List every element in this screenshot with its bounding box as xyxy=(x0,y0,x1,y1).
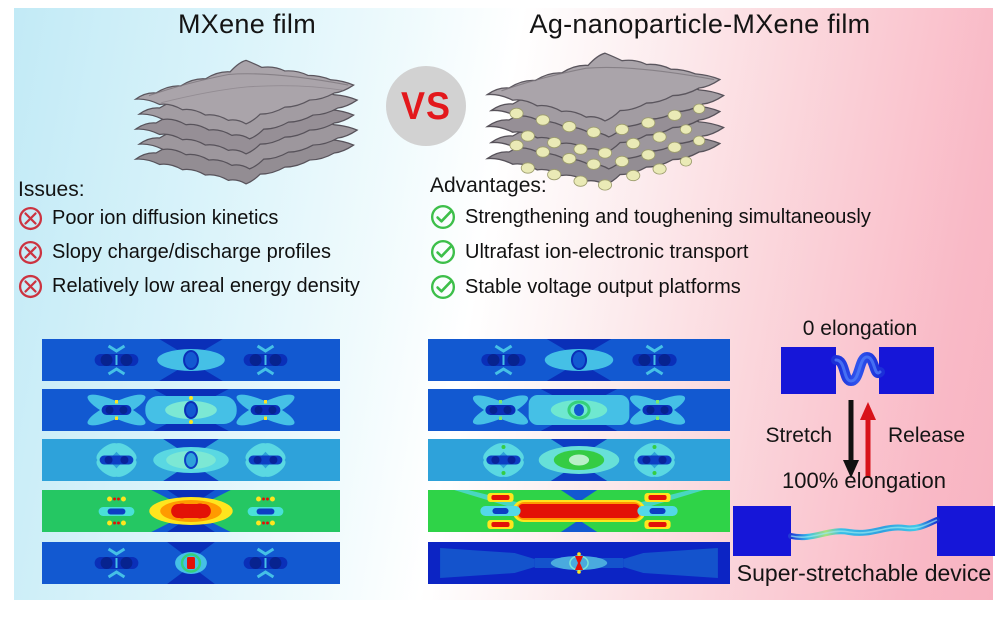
hundred-elongation-label: 100% elongation xyxy=(782,468,946,493)
right-sim-strip-5 xyxy=(428,542,730,584)
right-sim-strip-1 xyxy=(428,339,730,381)
ag-nanoparticles-row2 xyxy=(520,124,693,159)
left-sim-strip-1 xyxy=(42,339,340,381)
issue-item-3: Relatively low areal energy density xyxy=(18,274,360,299)
cross-circle-icon xyxy=(18,240,43,265)
super-stretchable-caption: Super-stretchable device xyxy=(736,560,992,586)
advantage-item-1: Strengthening and toughening simultaneou… xyxy=(430,204,871,230)
right-sim-strip-2 xyxy=(428,389,730,431)
left-sim-strip-3 xyxy=(42,439,340,481)
vs-badge: VS xyxy=(386,66,466,146)
stretched-device-illustration xyxy=(733,506,995,556)
advantage-text-1: Strengthening and toughening simultaneou… xyxy=(465,205,871,228)
stretch-label: Stretch xyxy=(765,424,832,447)
advantage-item-2: Ultrafast ion-electronic transport xyxy=(430,239,748,265)
ag-nanoparticles-row1 xyxy=(509,103,706,138)
vs-label: VS xyxy=(400,83,452,128)
left-title: MXene film xyxy=(177,9,317,39)
right-title: Ag-nanoparticle-MXene film xyxy=(529,9,871,39)
advantage-item-3: Stable voltage output platforms xyxy=(430,274,741,300)
advantage-text-2: Ultrafast ion-electronic transport xyxy=(465,240,749,263)
stretch-release-arrows xyxy=(843,400,876,478)
check-circle-icon xyxy=(430,274,456,300)
issues-heading: Issues: xyxy=(18,178,85,201)
right-sim-strip-4 xyxy=(428,490,730,532)
serpentine-device-illustration xyxy=(781,347,934,394)
right-sim-strip-3 xyxy=(428,439,730,481)
advantages-heading: Advantages: xyxy=(430,174,547,197)
stretch-arrow-icon xyxy=(843,400,859,478)
ag-nanoparticles-row3 xyxy=(509,135,706,170)
mxene-film-illustration xyxy=(135,59,358,185)
issue-text-3: Relatively low areal energy density xyxy=(52,275,360,297)
check-circle-icon xyxy=(430,204,456,230)
issue-text-2: Slopy charge/discharge profiles xyxy=(52,241,332,263)
cross-circle-icon xyxy=(18,274,43,299)
left-sim-strip-4 xyxy=(42,490,340,532)
zero-elongation-label: 0 elongation xyxy=(802,317,918,340)
issue-item-2: Slopy charge/discharge profiles xyxy=(18,240,331,265)
left-sim-strip-5 xyxy=(42,542,340,584)
ag-nanoparticles-row4 xyxy=(520,156,693,191)
ag-mxene-film-illustration xyxy=(486,52,725,191)
issue-item-1: Poor ion diffusion kinetics xyxy=(18,206,278,231)
release-arrow-icon xyxy=(860,402,876,478)
advantage-text-3: Stable voltage output platforms xyxy=(465,275,741,298)
check-circle-icon xyxy=(430,239,456,265)
left-sim-strip-2 xyxy=(42,389,340,431)
cross-circle-icon xyxy=(18,206,43,231)
release-label: Release xyxy=(888,424,966,447)
issue-text-1: Poor ion diffusion kinetics xyxy=(52,207,279,229)
